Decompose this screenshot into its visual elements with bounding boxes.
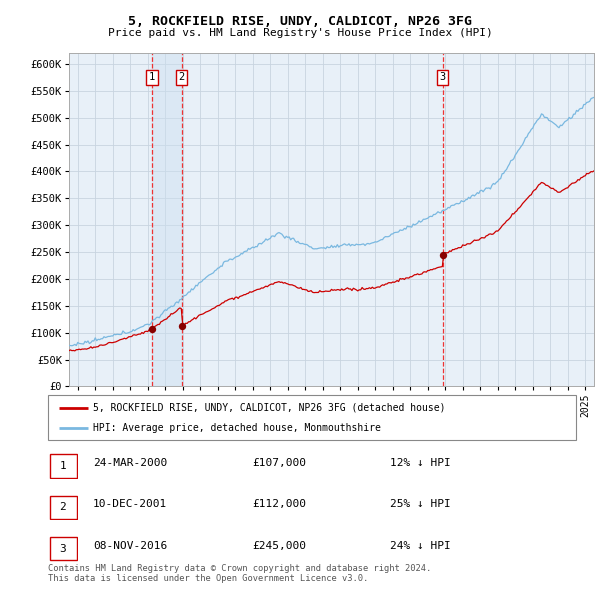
FancyBboxPatch shape [49, 454, 77, 478]
FancyBboxPatch shape [49, 496, 77, 519]
Text: 12% ↓ HPI: 12% ↓ HPI [390, 458, 451, 468]
FancyBboxPatch shape [49, 537, 77, 560]
Text: 24% ↓ HPI: 24% ↓ HPI [390, 541, 451, 550]
FancyBboxPatch shape [48, 395, 576, 440]
Text: 1: 1 [149, 73, 155, 82]
Text: £245,000: £245,000 [252, 541, 306, 550]
Text: 25% ↓ HPI: 25% ↓ HPI [390, 500, 451, 509]
Text: 2: 2 [59, 503, 67, 512]
Text: 24-MAR-2000: 24-MAR-2000 [93, 458, 167, 468]
Text: 5, ROCKFIELD RISE, UNDY, CALDICOT, NP26 3FG: 5, ROCKFIELD RISE, UNDY, CALDICOT, NP26 … [128, 15, 472, 28]
Text: 1: 1 [59, 461, 67, 471]
Point [177, 322, 187, 331]
Point [147, 324, 157, 333]
Text: 3: 3 [59, 544, 67, 553]
Text: Price paid vs. HM Land Registry's House Price Index (HPI): Price paid vs. HM Land Registry's House … [107, 28, 493, 38]
Text: 5, ROCKFIELD RISE, UNDY, CALDICOT, NP26 3FG (detached house): 5, ROCKFIELD RISE, UNDY, CALDICOT, NP26 … [93, 403, 445, 412]
Text: £107,000: £107,000 [252, 458, 306, 468]
Point [438, 250, 448, 260]
Text: 08-NOV-2016: 08-NOV-2016 [93, 541, 167, 550]
Text: 3: 3 [439, 73, 446, 82]
Text: 10-DEC-2001: 10-DEC-2001 [93, 500, 167, 509]
Text: £112,000: £112,000 [252, 500, 306, 509]
Text: 2: 2 [179, 73, 185, 82]
Bar [152, 53, 182, 386]
Text: HPI: Average price, detached house, Monmouthshire: HPI: Average price, detached house, Monm… [93, 424, 381, 434]
Text: Contains HM Land Registry data © Crown copyright and database right 2024.
This d: Contains HM Land Registry data © Crown c… [48, 563, 431, 583]
